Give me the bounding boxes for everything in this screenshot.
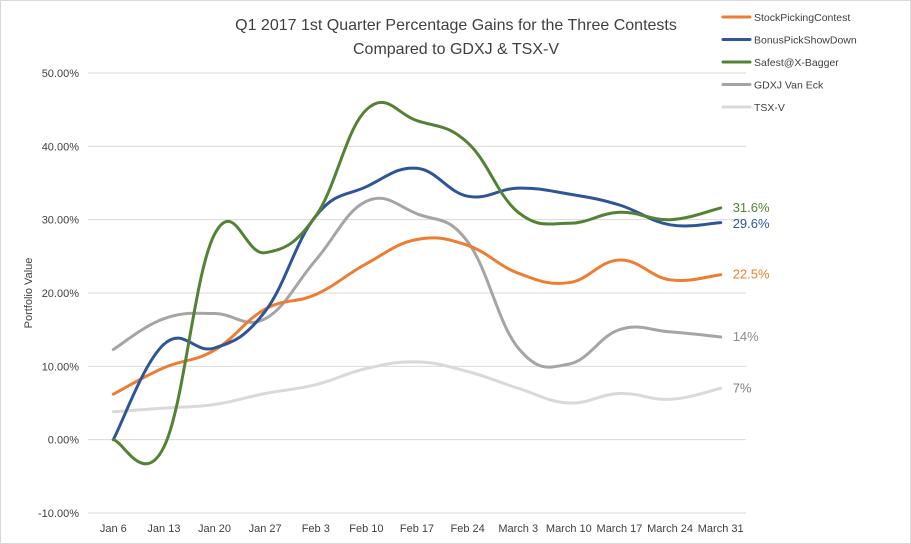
x-tick-label: Feb 10 [349,523,383,535]
y-tick-label: 30.00% [42,215,80,227]
end-label: 22.5% [733,267,770,282]
series-line-2 [111,101,723,466]
end-label: 31.6% [733,200,770,215]
y-tick-label: -10.00% [38,508,79,520]
end-label: 7% [733,380,752,395]
chart-title-line-1: Q1 2017 1st Quarter Percentage Gains for… [235,17,677,34]
end-label: 14% [733,329,759,344]
series-line-0 [111,236,723,396]
x-tick-label: March 3 [498,523,538,535]
y-axis-label: Portfolio Value [23,258,35,329]
y-axis-ticks: -10.00% 0.00% 10.00% 20.00% 30.00% 40.00% 50.0… [38,68,79,520]
gridlines [88,72,746,514]
chart-title-line-2: Compared to GDXJ & TSX-V [353,41,559,58]
legend-entry: Safest@X-Bagger [754,57,839,69]
x-tick-label: Feb 24 [450,523,484,535]
y-tick-label: 10.00% [42,361,80,373]
x-tick-label: Jan 27 [249,523,282,535]
legend-entry: GDXJ Van Eck [754,80,824,92]
y-tick-label: 20.00% [42,288,80,300]
y-tick-label: 50.00% [42,68,80,80]
legend-entry: BonusPickShowDown [754,35,857,47]
series-lines [111,101,723,466]
x-tick-label: March 24 [647,523,693,535]
x-tick-label: March 31 [698,523,744,535]
x-tick-label: March 17 [597,523,643,535]
x-tick-label: Jan 20 [198,523,231,535]
x-tick-label: Feb 3 [302,523,330,535]
x-tick-label: March 10 [546,523,592,535]
legend-entry: TSX-V [754,102,785,114]
x-tick-label: Jan 13 [147,523,180,535]
series-line-1 [111,166,723,442]
x-tick-label: Feb 17 [400,523,434,535]
legend: StockPickingContest BonusPickShowDown Safe… [721,12,857,114]
end-label: 29.6% [733,216,770,231]
series-line-3 [111,196,723,369]
y-tick-label: 40.00% [42,141,80,153]
x-tick-label: Jan 6 [100,523,127,535]
end-labels: 31.6%29.6% 22.5% 14% 7% [733,200,770,395]
series-line-4 [111,360,723,414]
legend-entry: StockPickingContest [754,12,850,24]
x-axis-ticks: Jan 6 Jan 13 Jan 20 Jan 27 Feb 3 Feb 10 Feb 17… [100,523,744,535]
y-tick-label: 0.00% [48,435,79,447]
